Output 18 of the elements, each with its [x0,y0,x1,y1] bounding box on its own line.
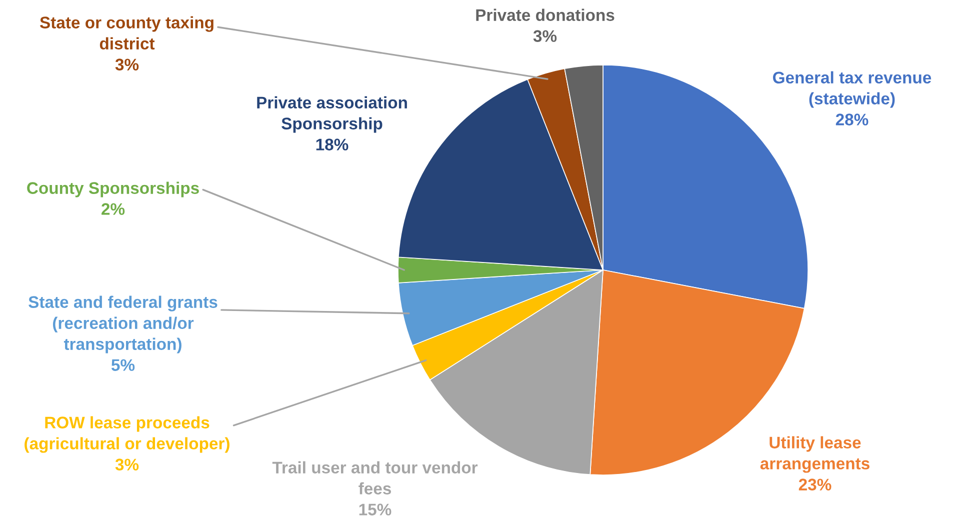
slice-label: General tax revenue (statewide) [773,71,932,108]
slice-label: Utility lease arrangements [760,436,870,473]
data-label: 15% [359,504,392,516]
slice-label: County Sponsorships [27,182,199,198]
slice-label: Private donations [476,8,614,21]
data-label: 3% [115,458,139,471]
data-label: 23% [798,478,832,491]
slice-label: Private association Sponsorship [257,96,407,133]
data-label: 3% [115,58,139,71]
data-label: 28% [836,114,868,126]
data-label: 18% [316,138,348,150]
slice-label: ROW lease proceeds (agricultural or developer) [24,416,230,453]
data-label: 5% [111,359,135,371]
slice-label: State and federal grants (recreation and/or transportation) [28,296,218,354]
slice-label: State or county taxing district [40,16,214,50]
data-label: 3% [533,30,557,42]
data-label: 2% [102,203,125,215]
slice-label: Trail user and tour vendor fees [272,461,478,494]
